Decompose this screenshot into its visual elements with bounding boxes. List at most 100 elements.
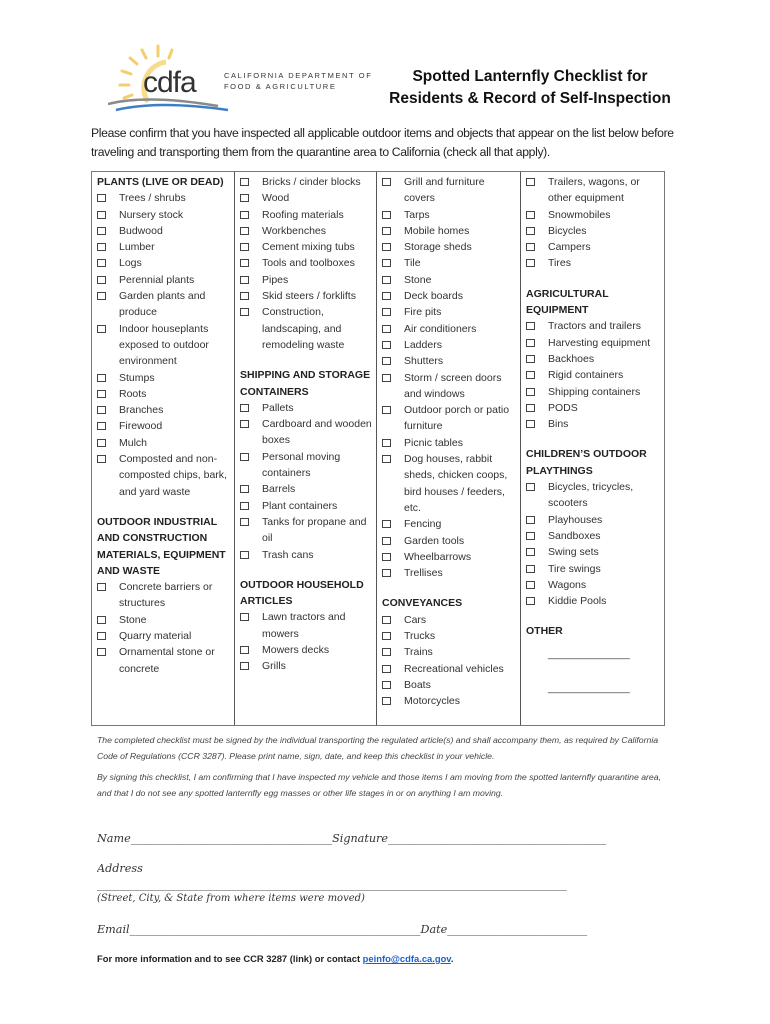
checkbox[interactable] [526, 178, 535, 186]
checkbox[interactable] [240, 452, 249, 461]
checkbox[interactable] [382, 340, 391, 349]
checkbox[interactable] [382, 210, 391, 219]
checkbox[interactable] [382, 632, 391, 641]
checkbox[interactable] [97, 226, 106, 235]
checkbox[interactable] [382, 520, 391, 529]
checkbox[interactable] [240, 194, 249, 203]
checkbox[interactable] [97, 648, 106, 657]
checkbox[interactable] [382, 226, 391, 235]
checkbox[interactable] [382, 552, 391, 561]
checklist-item: Stone [381, 272, 520, 288]
checkbox[interactable] [97, 632, 106, 641]
checkbox[interactable] [526, 483, 535, 492]
checkbox[interactable] [382, 569, 391, 578]
checkbox[interactable] [382, 680, 391, 689]
name-field[interactable]: ____________________________________ [130, 832, 333, 845]
checkbox[interactable] [240, 308, 249, 317]
checkbox[interactable] [382, 308, 391, 317]
checkbox[interactable] [97, 210, 106, 219]
checkbox[interactable] [97, 194, 106, 203]
checkbox[interactable] [382, 615, 391, 624]
checkbox[interactable] [526, 531, 535, 540]
checkbox[interactable] [526, 226, 535, 235]
checkbox[interactable] [240, 517, 249, 526]
checklist-item: Stumps [96, 370, 234, 386]
checklist-item-label: Ornamental stone or concrete [119, 646, 215, 675]
checkbox[interactable] [240, 485, 249, 494]
checkbox[interactable] [97, 373, 106, 382]
checkbox[interactable] [382, 438, 391, 447]
email-field[interactable]: ________________________________________… [129, 923, 421, 936]
checklist-item-label: Stone [404, 273, 432, 286]
checkbox[interactable] [240, 613, 249, 622]
checkbox[interactable] [240, 403, 249, 412]
checkbox[interactable] [97, 422, 106, 431]
checkbox[interactable] [382, 455, 391, 464]
checklist-item: Budwood [96, 223, 234, 239]
checkbox[interactable] [240, 210, 249, 219]
checkbox[interactable] [382, 648, 391, 657]
checkbox[interactable] [382, 178, 391, 186]
checkbox[interactable] [240, 226, 249, 235]
checkbox[interactable] [97, 615, 106, 624]
date-field[interactable]: _________________________ [447, 923, 588, 936]
checkbox[interactable] [526, 338, 535, 347]
checkbox[interactable] [97, 455, 106, 464]
signature-field[interactable]: _______________________________________ [388, 832, 607, 845]
checkbox[interactable] [97, 275, 106, 284]
checkbox[interactable] [526, 403, 535, 412]
checkbox[interactable] [526, 420, 535, 429]
checkbox[interactable] [382, 406, 391, 415]
checkbox[interactable] [97, 406, 106, 415]
checkbox[interactable] [382, 243, 391, 252]
checkbox[interactable] [240, 501, 249, 510]
checklist-item: Tile [381, 255, 520, 271]
checkbox[interactable] [526, 371, 535, 380]
checkbox[interactable] [382, 324, 391, 333]
checkbox[interactable] [240, 275, 249, 284]
checkbox[interactable] [382, 536, 391, 545]
checkbox[interactable] [240, 259, 249, 268]
checkbox[interactable] [526, 548, 535, 557]
other-blank-field[interactable]: ______________ [548, 681, 630, 694]
checkbox[interactable] [382, 664, 391, 673]
checklist-item: Cardboard and wooden boxes [239, 416, 376, 449]
checkbox[interactable] [240, 646, 249, 655]
checkbox[interactable] [97, 243, 106, 252]
checkbox[interactable] [526, 515, 535, 524]
checkbox[interactable] [97, 389, 106, 398]
checkbox[interactable] [526, 387, 535, 396]
checklist-item: Ladders [381, 337, 520, 353]
checkbox[interactable] [382, 373, 391, 382]
checkbox[interactable] [526, 354, 535, 363]
checkbox[interactable] [97, 438, 106, 447]
checklist-item-label: Plant containers [262, 499, 338, 512]
checkbox[interactable] [382, 292, 391, 301]
address-field[interactable]: ________________________________________… [97, 878, 567, 891]
checkbox[interactable] [382, 259, 391, 268]
checkbox[interactable] [526, 259, 535, 268]
checkbox[interactable] [97, 259, 106, 268]
checkbox[interactable] [382, 275, 391, 284]
checkbox[interactable] [240, 420, 249, 429]
name-label: Name [97, 832, 131, 845]
checkbox[interactable] [240, 243, 249, 252]
checkbox[interactable] [526, 580, 535, 589]
contact-email-link[interactable]: peinfo@cdfa.ca.gov [362, 953, 451, 964]
checkbox[interactable] [382, 357, 391, 366]
checkbox[interactable] [382, 697, 391, 706]
other-blank-field[interactable]: ______________ [548, 647, 630, 660]
checkbox[interactable] [526, 564, 535, 573]
checkbox[interactable] [240, 292, 249, 301]
checkbox[interactable] [240, 550, 249, 559]
checkbox[interactable] [526, 322, 535, 331]
checkbox[interactable] [97, 324, 106, 333]
checkbox[interactable] [240, 662, 249, 671]
checkbox[interactable] [526, 210, 535, 219]
checklist-item: Grills [239, 658, 376, 674]
checkbox[interactable] [97, 292, 106, 301]
checkbox[interactable] [240, 178, 249, 186]
checkbox[interactable] [97, 583, 106, 592]
checkbox[interactable] [526, 597, 535, 606]
checkbox[interactable] [526, 243, 535, 252]
